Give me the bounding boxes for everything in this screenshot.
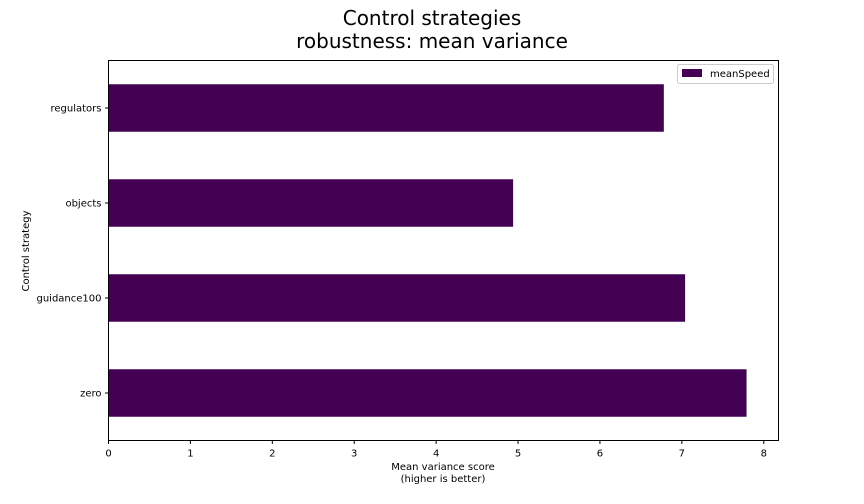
x-tick-label: 0 [105, 449, 111, 460]
x-tick-label: 4 [433, 449, 439, 460]
x-axis-label-line-2: (higher is better) [401, 474, 486, 485]
x-axis-ticks: 0 1 2 3 4 5 6 7 8 [105, 440, 767, 460]
legend-label: meanSpeed [710, 69, 770, 80]
bar-regulators [108, 84, 664, 132]
bar-guidance100 [108, 274, 686, 322]
plot-frame [108, 60, 779, 441]
x-tick-label: 8 [761, 449, 767, 460]
legend: meanSpeed [677, 64, 774, 84]
x-tick-label: 2 [269, 449, 275, 460]
bar-zero [108, 369, 747, 417]
y-tick-label: guidance100 [36, 294, 101, 305]
y-tick-label: zero [80, 389, 101, 400]
legend-swatch [682, 69, 702, 77]
chart-title-line-2: robustness: mean variance [296, 29, 568, 53]
chart-title-line-1: Control strategies [342, 6, 522, 30]
x-tick-label: 6 [597, 449, 603, 460]
bar-objects [108, 179, 514, 227]
x-tick-label: 1 [187, 449, 193, 460]
y-tick-label: regulators [51, 104, 102, 115]
x-tick-label: 7 [679, 449, 685, 460]
y-axis-ticks: regulators objects guidance100 zero [36, 104, 109, 400]
x-tick-label: 3 [351, 449, 357, 460]
y-tick-label: objects [65, 199, 101, 210]
y-axis-label: Control strategy [21, 210, 32, 291]
x-tick-label: 5 [515, 449, 521, 460]
x-axis-label-line-1: Mean variance score [391, 462, 495, 473]
bars-group [108, 84, 747, 417]
